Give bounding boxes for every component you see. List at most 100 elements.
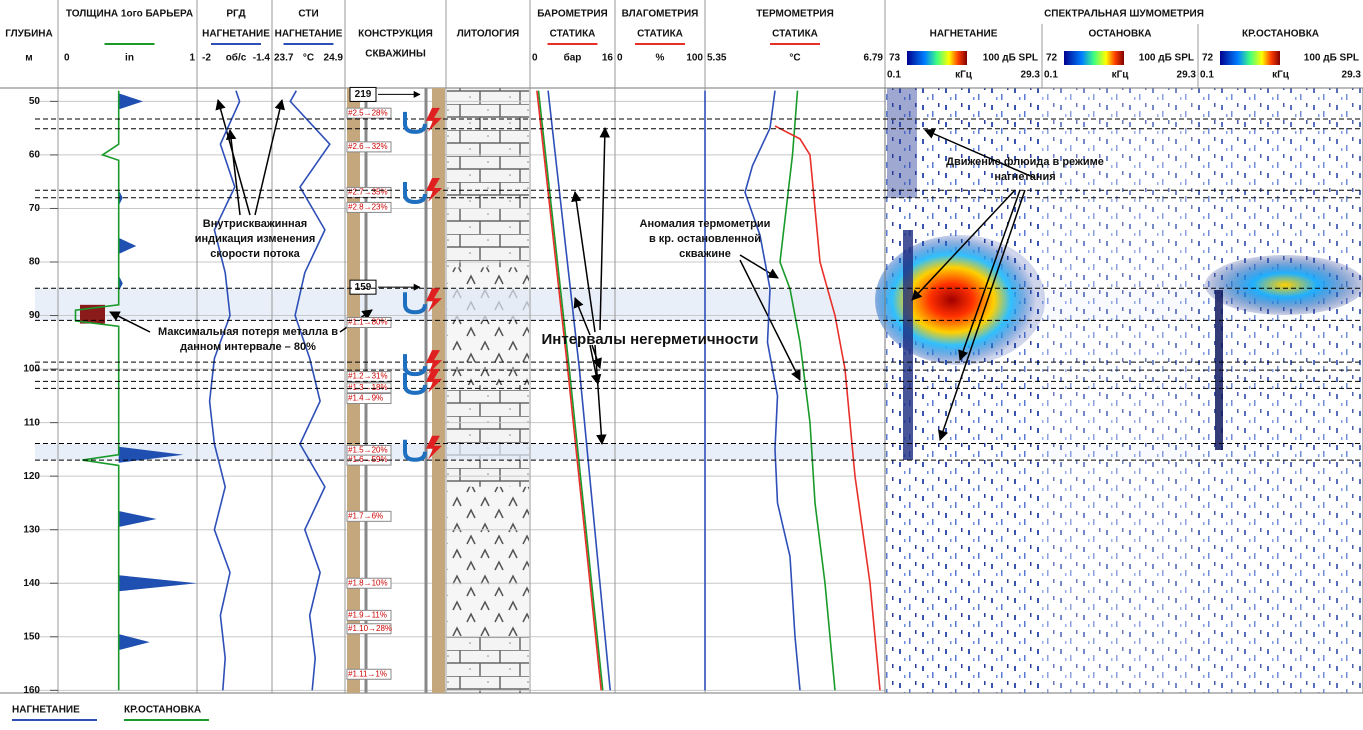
annotation: нагнетания [994,171,1055,183]
lithology-layer [447,487,529,637]
spectrogram-feature [903,230,913,460]
size-label: 219 [355,89,372,100]
annotation: индикация изменения [195,233,316,245]
annotation: скважине [679,248,731,260]
size-label: 159 [355,282,372,293]
depth-tick-label: 60 [29,150,41,161]
curve [745,91,800,691]
flow-marker [405,354,425,374]
depth-tick-label: 130 [23,524,40,535]
scale-max: 16 [602,53,614,64]
depth-tick-label: 100 [23,364,40,375]
colorbar [1220,51,1280,65]
track-header: СТАТИКА [772,29,818,40]
track-header: СТАТИКА [637,29,683,40]
scale-max: 1 [189,53,195,64]
f-max: 29.3 [1177,70,1197,81]
scale-unit: об/с [226,52,247,64]
casing-label: #1.4→9% [348,394,383,403]
scale-min: -2 [202,53,211,64]
thickness-peak [119,511,157,527]
db-max: 100 дБ SPL [983,53,1038,64]
depth-tick-label: 70 [29,203,41,214]
depth-unit: м [25,53,32,64]
f-unit: кГц [1112,70,1130,81]
casing-label: #2.7→35% [348,188,388,197]
scale-max: 6.79 [864,53,884,64]
track-header: ТОЛЩИНА 1ого БАРЬЕРА [66,9,193,20]
track-header: РГД [226,9,245,20]
f-min: 0.1 [887,70,901,81]
background [875,88,1363,693]
scale-min: 0 [532,53,538,64]
casing-label: #2.6→32% [348,142,388,151]
legend-label: КР.ОСТАНОВКА [124,705,201,716]
scale-unit: бар [564,52,582,64]
track-header: СКВАЖИНЫ [365,49,426,60]
lithology-layer [447,88,529,267]
scale-unit: in [125,53,134,64]
well-log: 5060708090100110120130140150160ГЛУБИНАмТ… [0,0,1363,730]
annotation: скорости потока [210,248,300,260]
scale-max: 24.9 [324,53,344,64]
casing-label: #1.8→10% [348,578,388,587]
depth-tick-label: 160 [23,685,40,696]
f-unit: кГц [1272,70,1290,81]
casing-label: #1.9→11% [348,610,387,619]
thickness-peak [119,575,197,591]
scale-min: 0 [64,53,70,64]
thickness-peak [119,238,137,254]
casing-label: #1.5→20% [348,446,388,455]
curve [780,91,835,691]
track-header: ТЕРМОМЕТРИЯ [756,9,834,20]
panel-title: НАГНЕТАНИЕ [930,29,998,40]
thickness-peak [119,93,143,109]
f-min: 0.1 [1044,70,1058,81]
depth-tick-label: 90 [29,310,41,321]
casing-label: #1.2→31% [348,372,388,381]
casing-label: #1.10→28% [348,624,392,633]
db-min: 73 [889,53,901,64]
track-header: БАРОМЕТРИЯ [537,9,608,20]
annotation: Интервалы негерметичности [542,331,759,348]
track-header: ВЛАГОМЕТРИЯ [622,9,699,20]
lithology-layer [447,385,529,487]
curve [537,91,601,691]
depth-tick-label: 110 [24,417,41,428]
casing-label: #1.11→1% [348,669,387,678]
casing-label: #1.7→6% [348,511,383,520]
depth-tick-label: 120 [23,471,40,482]
scale-max: -1.4 [253,53,271,64]
spectrogram-feature [875,235,1045,365]
lithology-layer [447,637,529,693]
depth-tick-label: 140 [23,578,40,589]
depth-tick-label: 80 [29,257,41,268]
colorbar [907,51,967,65]
annotation: Аномалия термометрии [640,218,771,230]
db-min: 72 [1046,53,1058,64]
panel-title: ОСТАНОВКА [1089,29,1152,40]
track-header: СТАТИКА [550,29,596,40]
db-max: 100 дБ SPL [1139,53,1194,64]
depth-tick-label: 50 [29,96,41,107]
annotation: в кр. остановленной [649,233,761,245]
lithology-layer [447,267,529,385]
track-header: НАГНЕТАНИЕ [202,29,270,40]
spectrogram [1042,88,1198,693]
casing-label: #1.1→80% [348,318,388,327]
scale-min: 0 [617,53,623,64]
scale-unit: °C [789,53,800,64]
annotation: Движение флюида в режиме [946,156,1104,168]
annotation: данном интервале – 80% [180,341,316,353]
db-min: 72 [1202,53,1214,64]
casing-label: #2.8→23% [348,203,388,212]
track-header: СТИ [298,9,318,20]
casing-label: #1.3→18% [348,383,388,392]
track-header: КОНСТРУКЦИЯ [358,29,433,40]
casing-label: #2.5→28% [348,108,388,117]
annotation: Максимальная потеря металла в [158,326,338,338]
track-header: ЛИТОЛОГИЯ [457,29,519,40]
annotation: Внутрискважинная [203,218,307,230]
spectral-title: СПЕКТРАЛЬНАЯ ШУМОМЕТРИЯ [1044,9,1204,20]
scale-min: 5.35 [707,53,727,64]
